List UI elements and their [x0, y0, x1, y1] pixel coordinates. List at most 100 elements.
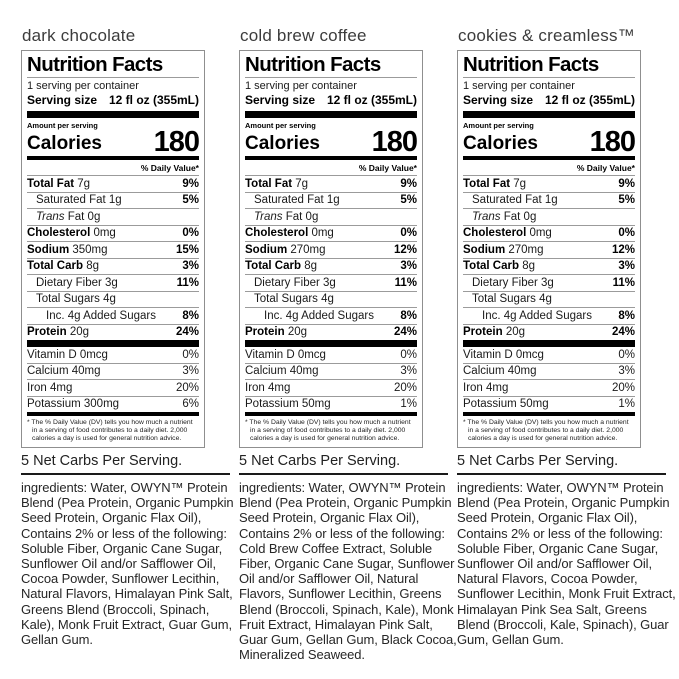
nutrient-row: Total Fat 7g 9%	[463, 176, 635, 193]
serving-size-row: Serving size 12 fl oz (355mL)	[27, 93, 199, 111]
divider-bar-medium	[245, 412, 417, 416]
nutrient-name: Total Carb 8g	[245, 260, 318, 272]
nutrition-facts-title: Nutrition Facts	[463, 54, 635, 78]
vitamin-row: Vitamin D 0mcg 0%	[27, 347, 199, 364]
nutrient-daily-value: 24%	[611, 326, 635, 338]
net-carbs-statement: 5 Net Carbs Per Serving.	[239, 453, 448, 475]
divider-bar-medium	[27, 156, 199, 160]
nutrient-name: Total Sugars 4g	[472, 293, 552, 305]
nutrient-daily-value: 11%	[394, 276, 417, 289]
nutrient-name: Trans Fat 0g	[254, 210, 319, 223]
nutrient-name: Cholesterol 0mg	[27, 227, 116, 239]
nutrient-daily-value: 1%	[400, 398, 417, 410]
calories-value: 180	[589, 126, 636, 158]
nutrient-daily-value: 3%	[182, 260, 199, 272]
nutrient-name: Protein 20g	[463, 326, 526, 338]
vitamin-row: Iron 4mg 20%	[463, 380, 635, 397]
nutrient-daily-value: 0%	[618, 348, 635, 361]
nutrient-name: Total Fat 7g	[245, 177, 309, 190]
nutrient-name: Calcium 40mg	[27, 365, 101, 377]
nutrient-daily-value: 3%	[618, 260, 635, 272]
nutrient-daily-value: 5%	[618, 194, 635, 206]
nutrient-row: Total Fat 7g 9%	[245, 176, 417, 193]
nutrient-row: Inc. 4g Added Sugars 8%	[463, 308, 635, 325]
nutrient-row: Saturated Fat 1g 5%	[27, 193, 199, 209]
flavor-title: cookies & creamless™	[458, 26, 635, 45]
nutrient-row: Sodium 270mg 12%	[463, 242, 635, 259]
nutrient-row: Dietary Fiber 3g 11%	[463, 275, 635, 292]
vitamin-row: Vitamin D 0mcg 0%	[245, 347, 417, 364]
nutrient-name: Cholesterol 0mg	[463, 227, 552, 239]
nutrient-name: Potassium 300mg	[27, 398, 120, 410]
product-label-panel: dark chocolate Nutrition Facts 1 serving…	[21, 27, 240, 647]
nutrient-daily-value: 3%	[182, 365, 199, 377]
vitamin-row: Potassium 50mg 1%	[463, 397, 635, 413]
vitamin-rows: Vitamin D 0mcg 0% Calcium 40mg 3% Iron 4mg 20…	[245, 347, 417, 412]
nutrient-name: Total Carb 8g	[463, 260, 536, 272]
nutrient-daily-value: 3%	[618, 365, 635, 377]
nutrient-daily-value: 20%	[393, 381, 417, 394]
ingredients-text: ingredients: Water, OWYN™ Protein Blend …	[21, 480, 234, 648]
nutrient-row: Total Sugars 4g	[27, 292, 199, 308]
vitamin-row: Calcium 40mg 3%	[27, 364, 199, 380]
nutrient-name: Sodium 350mg	[27, 243, 108, 256]
calories-row: Calories 180	[27, 128, 200, 157]
nutrient-daily-value: 11%	[612, 276, 635, 289]
calories-row: Calories 180	[245, 126, 418, 158]
vitamin-rows: Vitamin D 0mcg 0% Calcium 40mg 3% Iron 4mg 20…	[463, 347, 635, 412]
nutrient-name: Trans Fat 0g	[36, 210, 101, 223]
serving-size-row: Serving size 12 fl oz (355mL)	[245, 93, 417, 111]
serving-size-value: 12 fl oz (355mL)	[544, 93, 635, 107]
calories-value: 180	[371, 126, 418, 158]
nutrient-daily-value: 20%	[175, 381, 199, 394]
nutrient-row: Trans Fat 0g	[463, 209, 635, 226]
nutrient-daily-value: 12%	[611, 243, 635, 256]
nutrient-name: Calcium 40mg	[463, 365, 537, 377]
nutrient-name: Saturated Fat 1g	[254, 194, 340, 206]
calories-label: Calories	[463, 133, 538, 154]
nutrient-name: Cholesterol 0mg	[245, 227, 334, 239]
amount-per-serving-label: Amount per serving	[463, 121, 534, 130]
flavor-title: cold brew coffee	[240, 26, 367, 45]
nutrient-name: Iron 4mg	[463, 381, 509, 394]
nutrient-daily-value: 6%	[182, 398, 199, 410]
nutrient-daily-value: 0%	[182, 227, 199, 239]
net-carbs-statement: 5 Net Carbs Per Serving.	[21, 453, 230, 475]
nutrient-daily-value: 0%	[618, 227, 635, 239]
nutrient-name: Protein 20g	[27, 326, 90, 338]
product-label-panel: cold brew coffee Nutrition Facts 1 servi…	[239, 27, 458, 662]
nutrient-name: Dietary Fiber 3g	[472, 276, 554, 289]
vitamin-row: Calcium 40mg 3%	[463, 364, 635, 380]
daily-value-header: % Daily Value*	[245, 160, 417, 176]
divider-bar-thick	[27, 111, 199, 118]
calories-label: Calories	[27, 133, 102, 154]
nutrient-name: Vitamin D 0mcg	[27, 348, 108, 361]
ingredients-text: ingredients: Water, OWYN™ Protein Blend …	[457, 480, 676, 648]
nutrient-row: Cholesterol 0mg 0%	[245, 226, 417, 242]
nutrient-row: Dietary Fiber 3g 11%	[245, 275, 417, 292]
divider-bar-medium	[245, 156, 417, 160]
nutrient-name: Inc. 4g Added Sugars	[264, 309, 374, 322]
nutrient-row: Saturated Fat 1g 5%	[245, 193, 417, 209]
divider-bar-thick	[463, 340, 635, 347]
nutrient-daily-value: 24%	[175, 326, 199, 338]
calories-row: Calories 180	[463, 126, 636, 158]
vitamin-row: Calcium 40mg 3%	[245, 364, 417, 380]
nutrient-row: Total Sugars 4g	[245, 292, 417, 308]
nutrient-daily-value: 11%	[176, 276, 199, 289]
nutrition-facts-title: Nutrition Facts	[245, 54, 417, 78]
nutrient-row: Total Carb 8g 3%	[27, 259, 199, 275]
nutrient-daily-value: 0%	[400, 348, 417, 361]
daily-value-footnote: * The % Daily Value (DV) tells you how m…	[27, 419, 193, 442]
nutrient-row: Protein 20g 24%	[245, 325, 417, 341]
serving-size-label: Serving size	[245, 93, 316, 107]
nutrient-daily-value: 20%	[611, 381, 635, 394]
nutrient-name: Total Sugars 4g	[36, 293, 116, 305]
divider-bar-thick	[463, 111, 635, 118]
nutrient-row: Trans Fat 0g	[27, 209, 199, 226]
nutrient-name: Total Fat 7g	[27, 177, 91, 190]
nutrient-row: Sodium 350mg 15%	[27, 242, 199, 259]
nutrient-rows: Total Fat 7g 9% Saturated Fat 1g 5% Trans Fa…	[463, 176, 635, 340]
nutrient-name: Potassium 50mg	[463, 398, 549, 410]
